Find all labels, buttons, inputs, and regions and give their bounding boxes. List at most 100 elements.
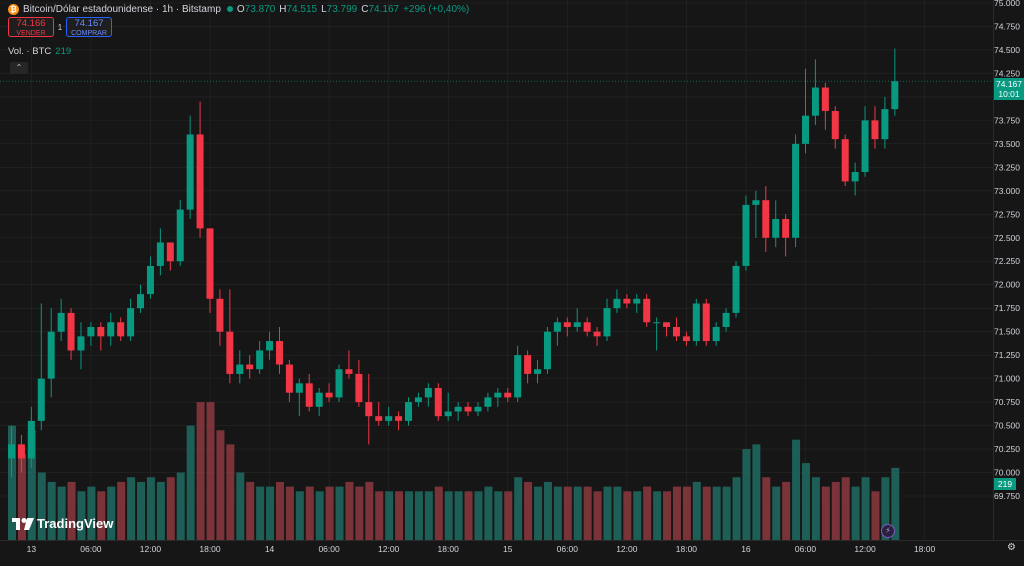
- bitcoin-icon: ₿: [8, 3, 19, 15]
- candle-down: [395, 416, 403, 421]
- price-tick-label: 73.750: [994, 115, 1020, 125]
- candle-up: [792, 143, 800, 238]
- volume-bar: [47, 481, 56, 540]
- volume-bar: [405, 491, 413, 540]
- volume-bar: [444, 491, 453, 540]
- volume-bar: [414, 491, 423, 540]
- price-tick-label: 71.500: [994, 327, 1020, 337]
- candle-down: [524, 355, 532, 374]
- candle-up: [405, 402, 412, 421]
- collapse-legend-button[interactable]: ⌃: [10, 62, 28, 74]
- candle-down: [67, 312, 75, 351]
- symbol-title[interactable]: Bitcoin/Dólar estadounidense · 1h · Bits…: [23, 3, 221, 15]
- bar-countdown: 10:01: [998, 89, 1020, 99]
- volume-bar: [295, 491, 304, 540]
- change-value: +296 (+0,40%): [403, 3, 470, 15]
- volume-bar: [454, 491, 463, 540]
- volume-bar: [563, 486, 572, 540]
- candle-up: [37, 378, 45, 421]
- candle-down: [196, 134, 204, 229]
- volume-bar: [881, 477, 890, 540]
- buy-price: 74.167: [74, 18, 104, 29]
- tradingview-logo-icon: [12, 517, 34, 530]
- candle-up: [414, 397, 422, 403]
- candle-up: [444, 411, 452, 417]
- sell-button[interactable]: 74.166 VENDER: [8, 17, 54, 37]
- volume-bar: [553, 486, 562, 540]
- candle-up: [315, 392, 323, 407]
- volume-bar: [186, 425, 195, 540]
- volume-bar: [246, 481, 255, 540]
- candle-up: [534, 369, 542, 374]
- time-tick-label: 14: [265, 544, 275, 554]
- volume-bar: [643, 486, 652, 540]
- volume-bars: [8, 402, 900, 540]
- volume-bar: [176, 472, 185, 540]
- volume-bar: [345, 481, 354, 540]
- candle-down: [623, 298, 631, 304]
- candle-up: [266, 341, 274, 351]
- candle-up: [851, 172, 859, 182]
- buy-button[interactable]: 74.167 COMPRAR: [66, 17, 112, 37]
- lightning-icon[interactable]: ⚡: [881, 524, 895, 538]
- volume-bar: [742, 449, 751, 540]
- time-tick-label: 13: [27, 544, 37, 554]
- candle-down: [355, 373, 363, 403]
- candle-down: [325, 392, 333, 398]
- volume-bar: [236, 472, 245, 540]
- candle-down: [434, 388, 442, 417]
- candle-up: [494, 392, 502, 398]
- time-tick-label: 16: [741, 544, 751, 554]
- candle-down: [593, 331, 601, 337]
- last-price-tag: 74.167 10:01: [994, 78, 1024, 100]
- candle-up: [573, 322, 581, 327]
- candle-down: [643, 298, 651, 323]
- volume-bar: [543, 481, 552, 540]
- market-status-icon: [226, 6, 233, 12]
- candle-up: [47, 331, 55, 379]
- candle-up: [881, 109, 889, 140]
- volume-bar: [772, 486, 781, 540]
- price-tick-label: 71.250: [994, 350, 1020, 360]
- price-tick-label: 70.250: [994, 444, 1020, 454]
- candle-down: [305, 383, 313, 407]
- time-tick-label: 06:00: [318, 544, 340, 554]
- candle-up: [77, 336, 85, 351]
- candle-down: [831, 110, 839, 140]
- candle-down: [285, 364, 293, 393]
- volume-bar: [285, 486, 294, 540]
- candle-up: [146, 265, 154, 295]
- candle-down: [365, 402, 373, 417]
- candle-up: [137, 294, 145, 309]
- price-tick-label: 69.750: [994, 491, 1020, 501]
- time-tick-label: 12:00: [378, 544, 400, 554]
- price-tick-label: 70.000: [994, 468, 1020, 478]
- volume-label[interactable]: Vol. · BTC: [8, 46, 52, 57]
- price-tick-label: 72.500: [994, 233, 1020, 243]
- logo-text: TradingView: [37, 516, 114, 531]
- candle-up: [107, 322, 115, 337]
- candle-up: [772, 218, 780, 238]
- volume-bar: [434, 486, 443, 540]
- candle-up: [295, 383, 303, 393]
- volume-bar: [315, 491, 324, 540]
- sell-price: 74.166: [16, 18, 46, 29]
- gear-icon[interactable]: ⚙: [1007, 542, 1016, 553]
- candle-up: [742, 204, 750, 266]
- tradingview-logo[interactable]: TradingView: [12, 516, 113, 531]
- volume-bar: [871, 491, 880, 540]
- time-tick-label: 18:00: [676, 544, 698, 554]
- candle-down: [375, 416, 383, 421]
- volume-price-tag: 219: [994, 478, 1016, 490]
- candle-up: [474, 406, 482, 412]
- price-tick-label: 70.750: [994, 397, 1020, 407]
- volume-bar: [593, 491, 602, 540]
- time-axis[interactable]: 13 06:00 12:00 18:00 14 06:00 12:00 18:00 15 06:0…: [27, 544, 936, 554]
- volume-bar: [692, 481, 701, 540]
- volume-bar: [861, 477, 870, 540]
- volume-bar: [484, 486, 493, 540]
- volume-bar: [305, 486, 314, 540]
- candle-down: [117, 322, 125, 337]
